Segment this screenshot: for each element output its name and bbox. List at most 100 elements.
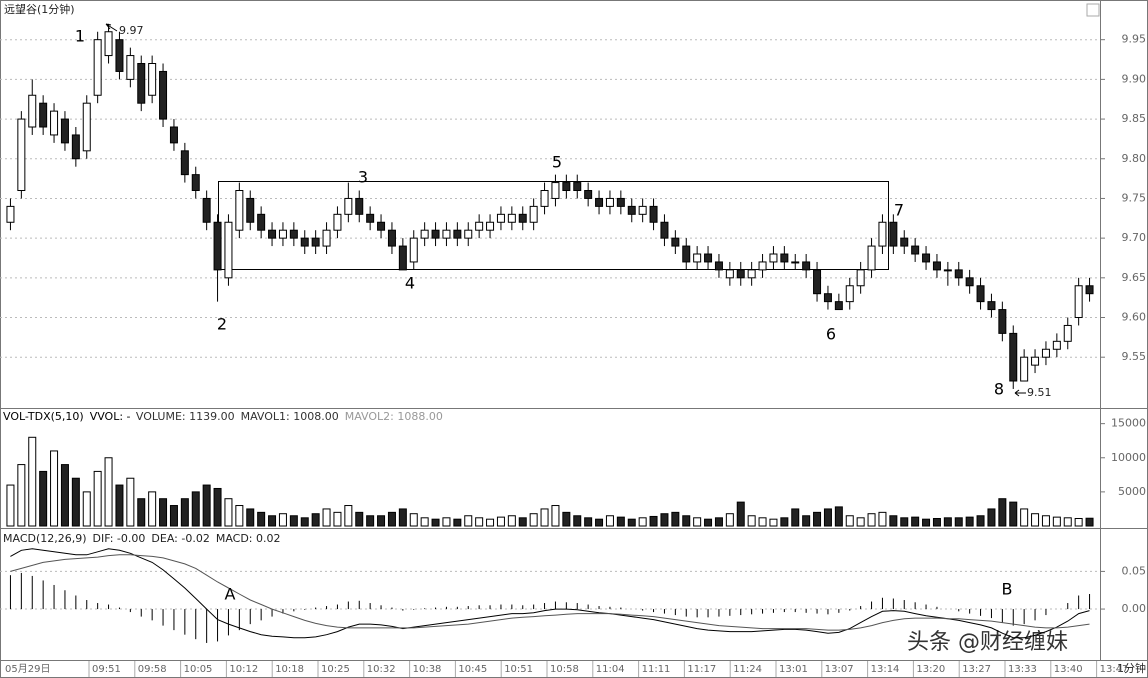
volume-bar (987, 508, 996, 527)
volume-bar (475, 517, 484, 527)
x-tick-label: 10:38 (413, 664, 442, 675)
x-tick-label: 09:58 (138, 664, 167, 675)
candle-body (202, 197, 211, 223)
volume-bar (300, 517, 309, 527)
candle-body (93, 39, 102, 96)
candle-body (257, 213, 266, 231)
volume-bar (1052, 516, 1061, 527)
candle-body (82, 102, 91, 152)
volume-bar (900, 517, 909, 527)
y-tick-label: 9.55 (1122, 350, 1147, 363)
candle-body (976, 285, 985, 303)
volume-bar (148, 491, 157, 527)
x-tick-label: 13:01 (779, 664, 808, 675)
candle-body (6, 205, 15, 223)
volume-bar (507, 515, 516, 527)
candle-body (300, 237, 309, 247)
volume-bar (758, 517, 767, 527)
x-tick-label: 09:51 (92, 664, 121, 675)
volume-bar (943, 517, 952, 527)
candle-body (693, 253, 702, 263)
x-tick-label: 13:07 (825, 664, 854, 675)
candle-body (943, 269, 952, 272)
candle-body (464, 229, 473, 239)
volume-bar (355, 511, 364, 527)
volume-bar (486, 518, 495, 527)
candle-body (845, 285, 854, 303)
candle-body (714, 261, 723, 271)
header-part: MACD(12,26,9) (3, 532, 87, 545)
volume-bar (1009, 501, 1018, 527)
candle-body (562, 182, 571, 192)
window-button[interactable] (1086, 3, 1100, 17)
volume-bar (1031, 513, 1040, 527)
candle-body (627, 205, 636, 215)
candle-body (932, 261, 941, 271)
arrow (1014, 389, 1026, 397)
header-part: VOLUME: 1139.00 (136, 410, 235, 423)
candle-body (278, 229, 287, 239)
candle-body (28, 94, 37, 128)
volume-bar (246, 508, 255, 527)
y-tick-label: 9.70 (1122, 231, 1147, 244)
x-tick-label: 13:47 (1100, 664, 1129, 675)
candle-body (71, 134, 80, 160)
candle-body (431, 229, 440, 239)
candle-body (813, 269, 822, 295)
volume-bar (1085, 517, 1094, 527)
candle-body (148, 63, 157, 96)
volume-bar (289, 515, 298, 527)
volume-bar (551, 505, 560, 527)
volume-bar (704, 518, 713, 527)
volume-bar (725, 513, 734, 527)
volume-bar (769, 518, 778, 527)
x-tick-label: 11:24 (733, 664, 762, 675)
volume-bar (202, 484, 211, 527)
candle-body (1031, 356, 1040, 366)
x-tick-label: 11:17 (687, 664, 716, 675)
x-tick-label: 11:04 (596, 664, 625, 675)
volume-bar (169, 505, 178, 527)
volume-bar (573, 515, 582, 527)
candle-body (1063, 324, 1072, 342)
volume-bar (867, 513, 876, 527)
volume-bar (464, 515, 473, 527)
volume-bar (322, 508, 331, 527)
arrow (105, 23, 118, 32)
candle-body (911, 245, 920, 255)
volume-bar (595, 518, 604, 527)
volume-bar (442, 517, 451, 527)
x-tick-label: 10:51 (504, 664, 533, 675)
volume-bar (780, 517, 789, 527)
candle-body (1009, 332, 1018, 382)
y-tick-label: 9.75 (1122, 191, 1147, 204)
volume-bar (39, 470, 48, 527)
candle-body (344, 197, 353, 215)
x-tick-label: 10:25 (321, 664, 350, 675)
header-part: DIF: -0.00 (93, 532, 146, 545)
header-part: MAVOL2: 1088.00 (345, 410, 443, 423)
candle-body (834, 301, 843, 311)
candle-body (747, 269, 756, 279)
candle-body (638, 205, 647, 215)
watermark: 头条 @财经缠妹 (907, 630, 1068, 655)
volume-bar (562, 511, 571, 527)
volume-bar (224, 498, 233, 527)
volume-bar (431, 518, 440, 527)
x-tick-label: 13:40 (1054, 664, 1083, 675)
candle-body (595, 197, 604, 207)
volume-bar (911, 516, 920, 527)
volume-bar (518, 517, 527, 527)
candle-body (649, 205, 658, 223)
header-part: VOL-TDX(5,10) (3, 410, 84, 423)
candle-body (1041, 348, 1050, 358)
volume-bar (257, 511, 266, 527)
volume-bar (813, 511, 822, 527)
candle-body (965, 277, 974, 287)
volume-bar (802, 515, 811, 527)
chart-title: 远望谷(1分钟) (4, 2, 75, 16)
x-tick-label: 11:11 (642, 664, 671, 675)
candle-body (115, 39, 124, 72)
candle-body (682, 245, 691, 263)
